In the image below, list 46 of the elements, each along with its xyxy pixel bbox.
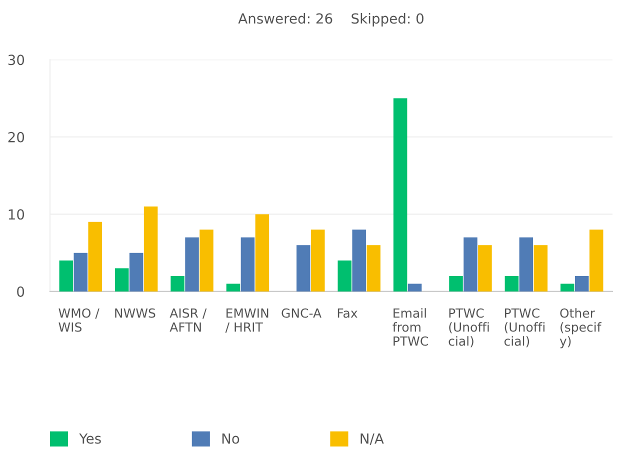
legend-label: Yes [79,433,101,444]
bar [352,230,366,292]
bar [534,245,548,292]
x-tick-label: PTWC (Unoffi cial) [448,308,489,348]
bar [88,222,102,292]
bar [393,98,408,292]
x-tick-label: GNC-A [282,308,322,318]
x-tick-label: Fax [338,308,358,318]
bar [504,276,519,292]
bar [240,237,255,292]
x-tick-label: NWWS [115,308,156,318]
bar [449,276,463,292]
x-tick-label: WMO / WIS [58,308,100,332]
bar [59,260,74,292]
bar [519,237,534,292]
bar [366,245,380,292]
bar [185,237,199,292]
bar [114,268,129,292]
bar [74,252,88,292]
x-tick-label: AISR / AFTN [170,308,207,332]
bar [464,237,478,292]
x-tick-label: PTWC (Unoffi cial) [504,308,544,348]
bar [255,214,270,292]
bar [408,284,422,292]
bar [311,230,325,292]
y-tick-label: 20 [8,132,24,142]
x-tick-label: Other (specif y) [560,308,602,348]
y-tick-label: 10 [8,209,24,220]
y-tick-label: 30 [8,54,24,66]
bar [226,284,240,292]
bar [129,252,144,292]
bar [170,276,184,292]
legend-label: No [222,433,240,444]
x-tick-label: EMWIN / HRIT [225,308,268,333]
chart-title: Answered: 26 Skipped: 0 [238,13,424,26]
bar [589,230,604,292]
bar [574,276,589,292]
x-tick-label: Email from PTWC [392,308,428,346]
bar [560,284,574,292]
bar [296,245,310,292]
legend-label: N/A [360,433,384,445]
bar [144,206,158,292]
y-tick-label: 0 [17,286,24,297]
bar [200,230,214,292]
bar [338,260,352,292]
bar [478,245,492,292]
